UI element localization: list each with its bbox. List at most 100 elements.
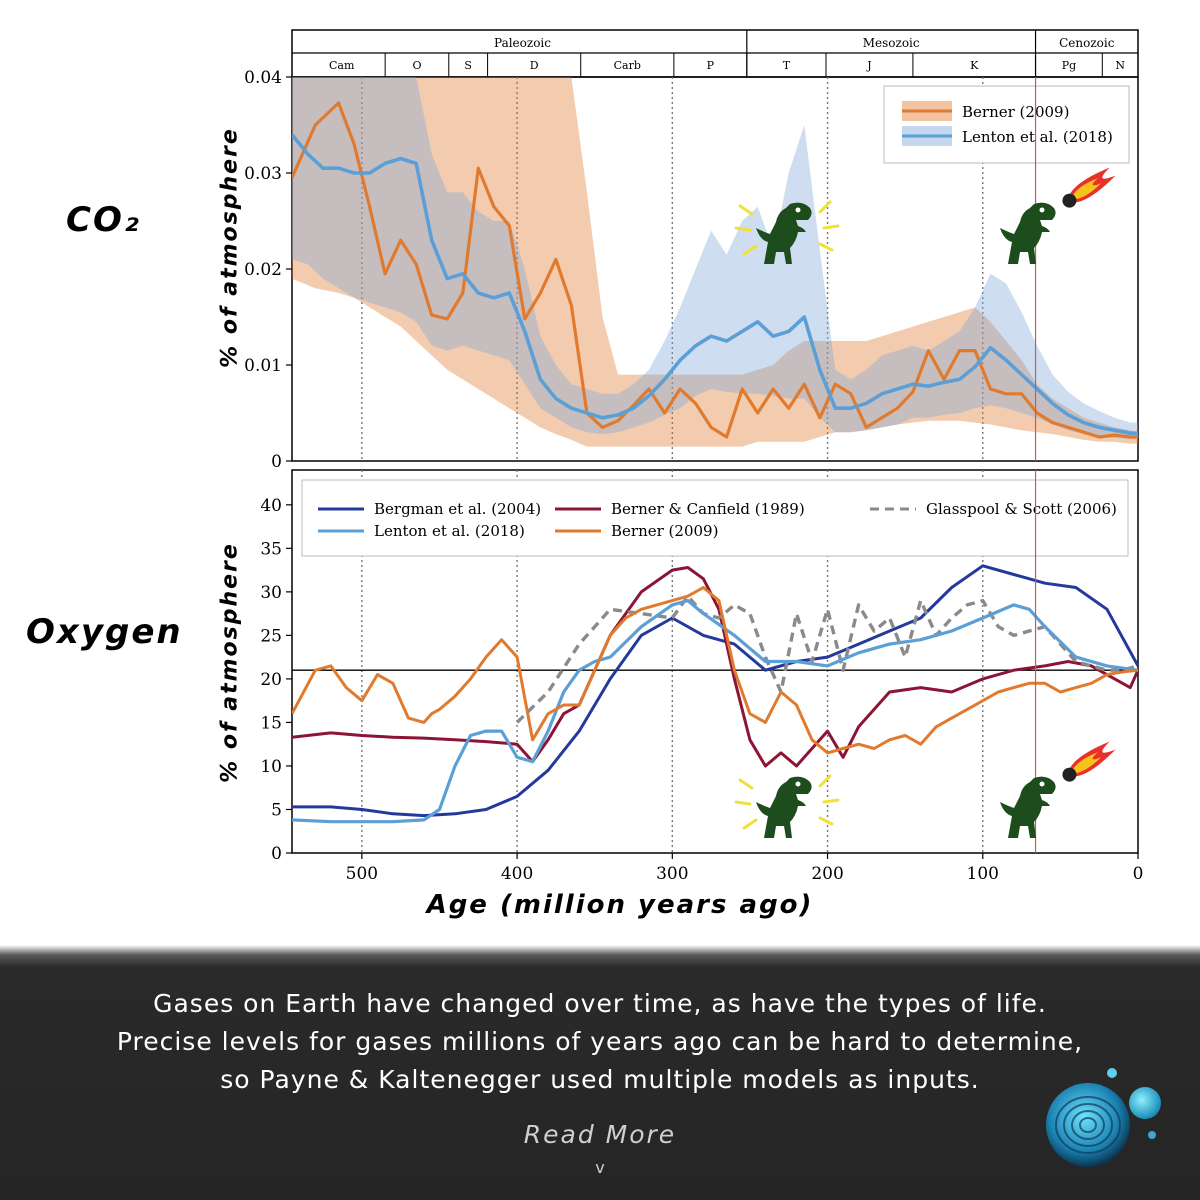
period-label: N [1115, 59, 1125, 72]
co2-dinosaur-surprised-icon [734, 200, 840, 264]
dinosaur-body-icon [1000, 202, 1056, 264]
oxygen-legend-label: Bergman et al. (2004) [374, 500, 541, 518]
chart-canvas: Paleozoic Mesozoic Cenozoic Cam O S D Carb P T J K P… [244, 29, 1144, 884]
co2-legend-label-lenton: Lenton et al. (2018) [962, 128, 1113, 146]
chevron-down-icon[interactable]: v [595, 1158, 605, 1177]
oxygen-legend-label: Glasspool & Scott (2006) [926, 500, 1117, 518]
period-label: Pg [1062, 59, 1076, 72]
period-label: O [412, 59, 421, 72]
era-label: Cenozoic [1059, 36, 1115, 50]
read-more-link[interactable]: Read More [523, 1120, 677, 1149]
caption-footer: Gases on Earth have changed over time, a… [0, 945, 1200, 1200]
oxygen-dinosaur-surprised-icon [734, 774, 840, 838]
dinosaur-body-icon [756, 776, 812, 838]
oxygen-y-tick-label: 15 [260, 713, 282, 733]
oxygen-legend-box [301, 479, 1129, 557]
x-tick-label: 400 [501, 864, 533, 884]
oxygen-berner-2009-line [292, 586, 1138, 755]
oxygen-y-tick-label: 35 [260, 539, 282, 559]
caption-text: Gases on Earth have changed over time, a… [20, 985, 1180, 1099]
fingerprint-planet-logo-icon [1046, 1068, 1161, 1167]
dinosaur-body-icon [1000, 776, 1056, 838]
co2-dinosaur-extinction-icon [1000, 202, 1056, 264]
period-label: Carb [614, 59, 641, 72]
period-label: P [707, 59, 715, 72]
surprise-ray-icon [818, 242, 834, 252]
oxygen-legend-label: Berner & Canfield (1989) [611, 500, 805, 518]
period-label: K [970, 59, 979, 72]
surprise-ray-icon [734, 226, 752, 232]
co2-legend: Berner (2009) Lenton et al. (2018) [883, 85, 1130, 164]
oxygen-plot-frame [291, 469, 1139, 854]
co2-legend-box [883, 85, 1130, 164]
dinosaur-eye-icon [1039, 207, 1045, 213]
meteor-core-flame-icon [1071, 752, 1102, 774]
oxygen-y-tick-label: 25 [260, 626, 282, 646]
oxygen-y-tick-label: 30 [260, 583, 282, 603]
co2-lenton-uncertainty-band [292, 77, 1138, 439]
dinosaur-eye-icon [795, 207, 801, 213]
oxygen-y-axis-label: % of atmosphere [217, 542, 243, 783]
co2-lenton-2018-line [292, 133, 1138, 435]
co2-legend-label-berner: Berner (2009) [962, 103, 1069, 121]
surprise-ray-icon [818, 200, 832, 214]
dinosaur-eye-icon [1039, 781, 1045, 787]
co2-y-tick-label: 0.02 [244, 260, 282, 280]
surprise-ray-icon [738, 778, 754, 790]
period-label: D [530, 59, 539, 72]
period-label: J [866, 59, 871, 72]
surprise-ray-icon [742, 244, 758, 256]
co2-y-tick-label: 0.03 [244, 164, 282, 184]
meteor-rock-icon [1062, 193, 1077, 208]
surprise-ray-icon [822, 798, 840, 804]
oxygen-legend: Bergman et al. (2004) Berner & Canfield (… [301, 479, 1129, 557]
period-label: Cam [329, 59, 355, 72]
era-label: Paleozoic [494, 36, 551, 50]
co2-series-group [292, 77, 1138, 447]
oxygen-panel-label: Oxygen [26, 612, 183, 652]
surprise-ray-icon [818, 774, 832, 788]
co2-panel-label: CO₂ [66, 200, 141, 240]
oxygen-bergman-2004-line [292, 564, 1138, 818]
oxygen-y-tick-label: 40 [260, 496, 282, 516]
oxygen-berner-canfield-1989-line [292, 566, 1138, 768]
oxygen-y-tick-label: 20 [260, 670, 282, 690]
oxygen-series-group [292, 564, 1138, 824]
oxygen-y-tick-label: 0 [271, 844, 282, 864]
oxygen-dinosaur-extinction-icon [1000, 776, 1056, 838]
caption-line: Gases on Earth have changed over time, a… [153, 989, 1047, 1018]
surprise-ray-icon [818, 816, 834, 826]
x-tick-label: 500 [346, 864, 378, 884]
x-tick-label: 100 [967, 864, 999, 884]
meteor-rock-icon [1062, 767, 1077, 782]
x-tick-label: 0 [1133, 864, 1144, 884]
surprise-ray-icon [734, 800, 752, 806]
x-tick-label: 300 [656, 864, 688, 884]
meteor-core-flame-icon [1071, 178, 1102, 200]
oxygen-y-tick-label: 5 [271, 800, 282, 820]
period-label: T [783, 59, 791, 72]
oxygen-legend-label: Lenton et al. (2018) [374, 522, 525, 540]
oxygen-legend-label: Berner (2009) [611, 522, 718, 540]
figure: Paleozoic Mesozoic Cenozoic Cam O S D Carb P T J K P… [26, 29, 1144, 920]
co2-y-axis-label: % of atmosphere [217, 127, 243, 368]
period-label: S [464, 59, 472, 72]
x-axis-label: Age (million years ago) [426, 890, 814, 920]
oxygen-glasspool-scott-2006-line [515, 594, 1138, 724]
co2-berner-2009-line [292, 101, 1138, 439]
surprise-ray-icon [742, 818, 758, 830]
x-tick-label: 200 [811, 864, 843, 884]
dinosaur-body-icon [756, 202, 812, 264]
co2-y-tick-label: 0.01 [244, 356, 282, 376]
surprise-ray-icon [738, 204, 754, 216]
oxygen-y-tick-label: 10 [260, 757, 282, 777]
dinosaur-eye-icon [795, 781, 801, 787]
oxygen-meteor-icon [1062, 741, 1116, 782]
surprise-ray-icon [822, 224, 840, 230]
co2-y-tick-label: 0.04 [244, 68, 282, 88]
caption-line: Precise levels for gases millions of yea… [116, 1027, 1084, 1056]
co2-y-tick-label: 0 [271, 452, 282, 472]
caption-line: so Payne & Kaltenegger used multiple mod… [220, 1065, 980, 1094]
era-label: Mesozoic [863, 36, 920, 50]
co2-meteor-icon [1062, 167, 1116, 208]
